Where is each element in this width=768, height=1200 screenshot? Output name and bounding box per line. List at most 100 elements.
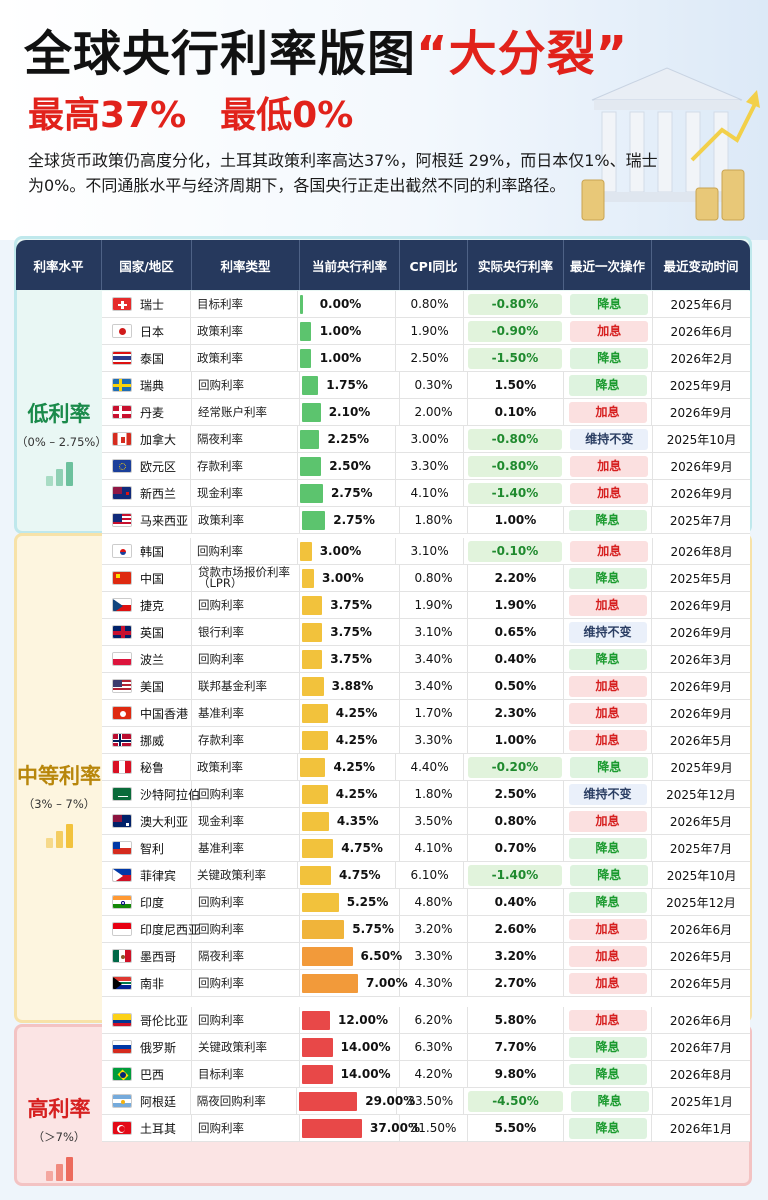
operation-badge: 加息 bbox=[568, 729, 647, 751]
country-cell: 韩国 bbox=[102, 538, 191, 564]
highlight-subtitle: 最高37% 最低0% bbox=[28, 86, 387, 138]
country-name: 瑞士 bbox=[140, 297, 165, 312]
country-name: 波兰 bbox=[140, 652, 165, 667]
operation-badge: 加息 bbox=[568, 972, 647, 994]
table-row: 智利 基准利率 4.75% 4.10% 0.70% 降息 2025年7月 bbox=[102, 835, 750, 862]
last-operation: 加息 bbox=[564, 943, 652, 969]
rate-cell: 4.75% bbox=[298, 862, 397, 888]
table-row: 波兰 回购利率 3.75% 3.40% 0.40% 降息 2026年3月 bbox=[102, 646, 750, 673]
change-date: 2025年12月 bbox=[666, 787, 736, 802]
rate-bar bbox=[302, 569, 314, 588]
policy-rate: 14.00% bbox=[340, 1067, 391, 1081]
table-row: 中国香港 基准利率 4.25% 1.70% 2.30% 加息 2026年9月 bbox=[102, 700, 750, 727]
operation-badge: 降息 bbox=[570, 756, 649, 778]
flag-eu-icon bbox=[112, 459, 132, 473]
real-rate: 0.50% bbox=[468, 673, 564, 699]
country-cell: 泰国 bbox=[102, 345, 191, 371]
country-name: 日本 bbox=[140, 324, 165, 339]
table-row: 英国 银行利率 3.75% 3.10% 0.65% 维持不变 2026年9月 bbox=[102, 619, 750, 646]
operation-badge: 维持不变 bbox=[570, 428, 649, 450]
last-operation: 加息 bbox=[564, 700, 652, 726]
flag-in-icon bbox=[112, 895, 132, 909]
bank-building-illustration bbox=[581, 67, 760, 221]
last-operation: 降息 bbox=[566, 754, 654, 780]
rate-bar bbox=[302, 1038, 333, 1057]
country-name: 新西兰 bbox=[140, 486, 177, 501]
rate-bar bbox=[302, 623, 323, 642]
country-name: 秘鲁 bbox=[140, 760, 165, 775]
cpi-value: 1.70% bbox=[400, 700, 468, 726]
flag-hk-icon bbox=[112, 706, 132, 720]
change-date: 2025年7月 bbox=[669, 841, 733, 856]
operation-badge: 降息 bbox=[568, 837, 647, 859]
change-date: 2025年9月 bbox=[670, 760, 733, 775]
country-name: 美国 bbox=[140, 679, 165, 694]
operation-badge: 加息 bbox=[570, 320, 649, 342]
country-name: 泰国 bbox=[140, 351, 165, 366]
cpi-value: 3.20% bbox=[400, 916, 468, 942]
cpi-value: 6.20% bbox=[400, 1007, 468, 1033]
rate-type: 现金利率 bbox=[191, 480, 298, 506]
rate-bar bbox=[302, 650, 323, 669]
change-date: 2026年8月 bbox=[670, 544, 733, 559]
policy-rate: 0.00% bbox=[319, 297, 362, 311]
last-operation: 加息 bbox=[564, 727, 652, 753]
last-operation: 加息 bbox=[566, 318, 654, 344]
operation-badge: 加息 bbox=[570, 455, 649, 477]
bar-chart-icon bbox=[41, 822, 77, 848]
last-operation: 维持不变 bbox=[566, 426, 654, 452]
rate-type: 隔夜利率 bbox=[192, 943, 300, 969]
table-row: 澳大利亚 现金利率 4.35% 3.50% 0.80% 加息 2026年5月 bbox=[102, 808, 750, 835]
real-rate: 0.70% bbox=[468, 835, 564, 861]
policy-rate: 12.00% bbox=[338, 1013, 388, 1027]
real-rate: 2.20% bbox=[468, 565, 564, 591]
table-row: 印度 回购利率 5.25% 4.80% 0.40% 降息 2025年12月 bbox=[102, 889, 750, 916]
rate-type: 回购利率 bbox=[192, 372, 300, 398]
cpi-value: 4.40% bbox=[396, 754, 464, 780]
real-rate: 0.40% bbox=[468, 889, 564, 915]
real-rate: 7.70% bbox=[468, 1034, 564, 1060]
rate-cell: 14.00% bbox=[300, 1061, 400, 1087]
table-row: 秘鲁 政策利率 4.25% 4.40% -0.20% 降息 2025年9月 bbox=[102, 754, 750, 781]
rate-cell: 4.25% bbox=[300, 700, 400, 726]
bar-chart-icon bbox=[41, 460, 77, 486]
rate-type: 关键政策利率 bbox=[192, 1034, 300, 1060]
change-date: 2025年10月 bbox=[666, 868, 737, 883]
rate-bar bbox=[299, 1092, 358, 1111]
country-name: 马来西亚 bbox=[140, 513, 189, 528]
policy-rate: 4.25% bbox=[335, 706, 378, 720]
rate-cell: 2.25% bbox=[298, 426, 397, 452]
last-operation: 降息 bbox=[566, 345, 654, 371]
flag-za-icon bbox=[112, 976, 132, 990]
rate-cell: 3.75% bbox=[300, 646, 400, 672]
country-cell: 马来西亚 bbox=[102, 507, 192, 533]
rate-cell: 1.75% bbox=[300, 372, 400, 398]
last-operation: 维持不变 bbox=[564, 781, 652, 807]
real-rate: 2.60% bbox=[468, 916, 564, 942]
policy-rate: 4.75% bbox=[341, 841, 383, 855]
operation-badge: 维持不变 bbox=[568, 621, 647, 643]
policy-rate: 3.75% bbox=[330, 625, 372, 639]
rate-type: 回购利率 bbox=[192, 916, 300, 942]
rate-cell: 2.75% bbox=[300, 507, 400, 533]
change-date: 2025年7月 bbox=[669, 513, 733, 528]
flag-tr-icon bbox=[112, 1121, 132, 1135]
flag-pe-icon bbox=[112, 760, 132, 774]
flag-ca-icon bbox=[112, 432, 132, 446]
country-cell: 英国 bbox=[102, 619, 192, 645]
policy-rate: 4.25% bbox=[335, 733, 378, 747]
cpi-value: 4.10% bbox=[396, 480, 464, 506]
rate-cell: 6.50% bbox=[300, 943, 402, 969]
rate-type: 基准利率 bbox=[192, 700, 300, 726]
rate-type: 基准利率 bbox=[192, 835, 300, 861]
last-operation: 加息 bbox=[566, 538, 654, 564]
change-date: 2026年9月 bbox=[669, 706, 733, 721]
cpi-value: 2.00% bbox=[400, 399, 468, 425]
flag-ch-icon bbox=[112, 297, 132, 311]
cpi-value: 0.30% bbox=[400, 372, 468, 398]
policy-rate: 3.00% bbox=[319, 544, 362, 558]
operation-badge: 降息 bbox=[570, 1090, 649, 1112]
cpi-value: 2.50% bbox=[396, 345, 464, 371]
rate-cell: 0.00% bbox=[298, 291, 397, 317]
country-name: 丹麦 bbox=[140, 405, 165, 420]
